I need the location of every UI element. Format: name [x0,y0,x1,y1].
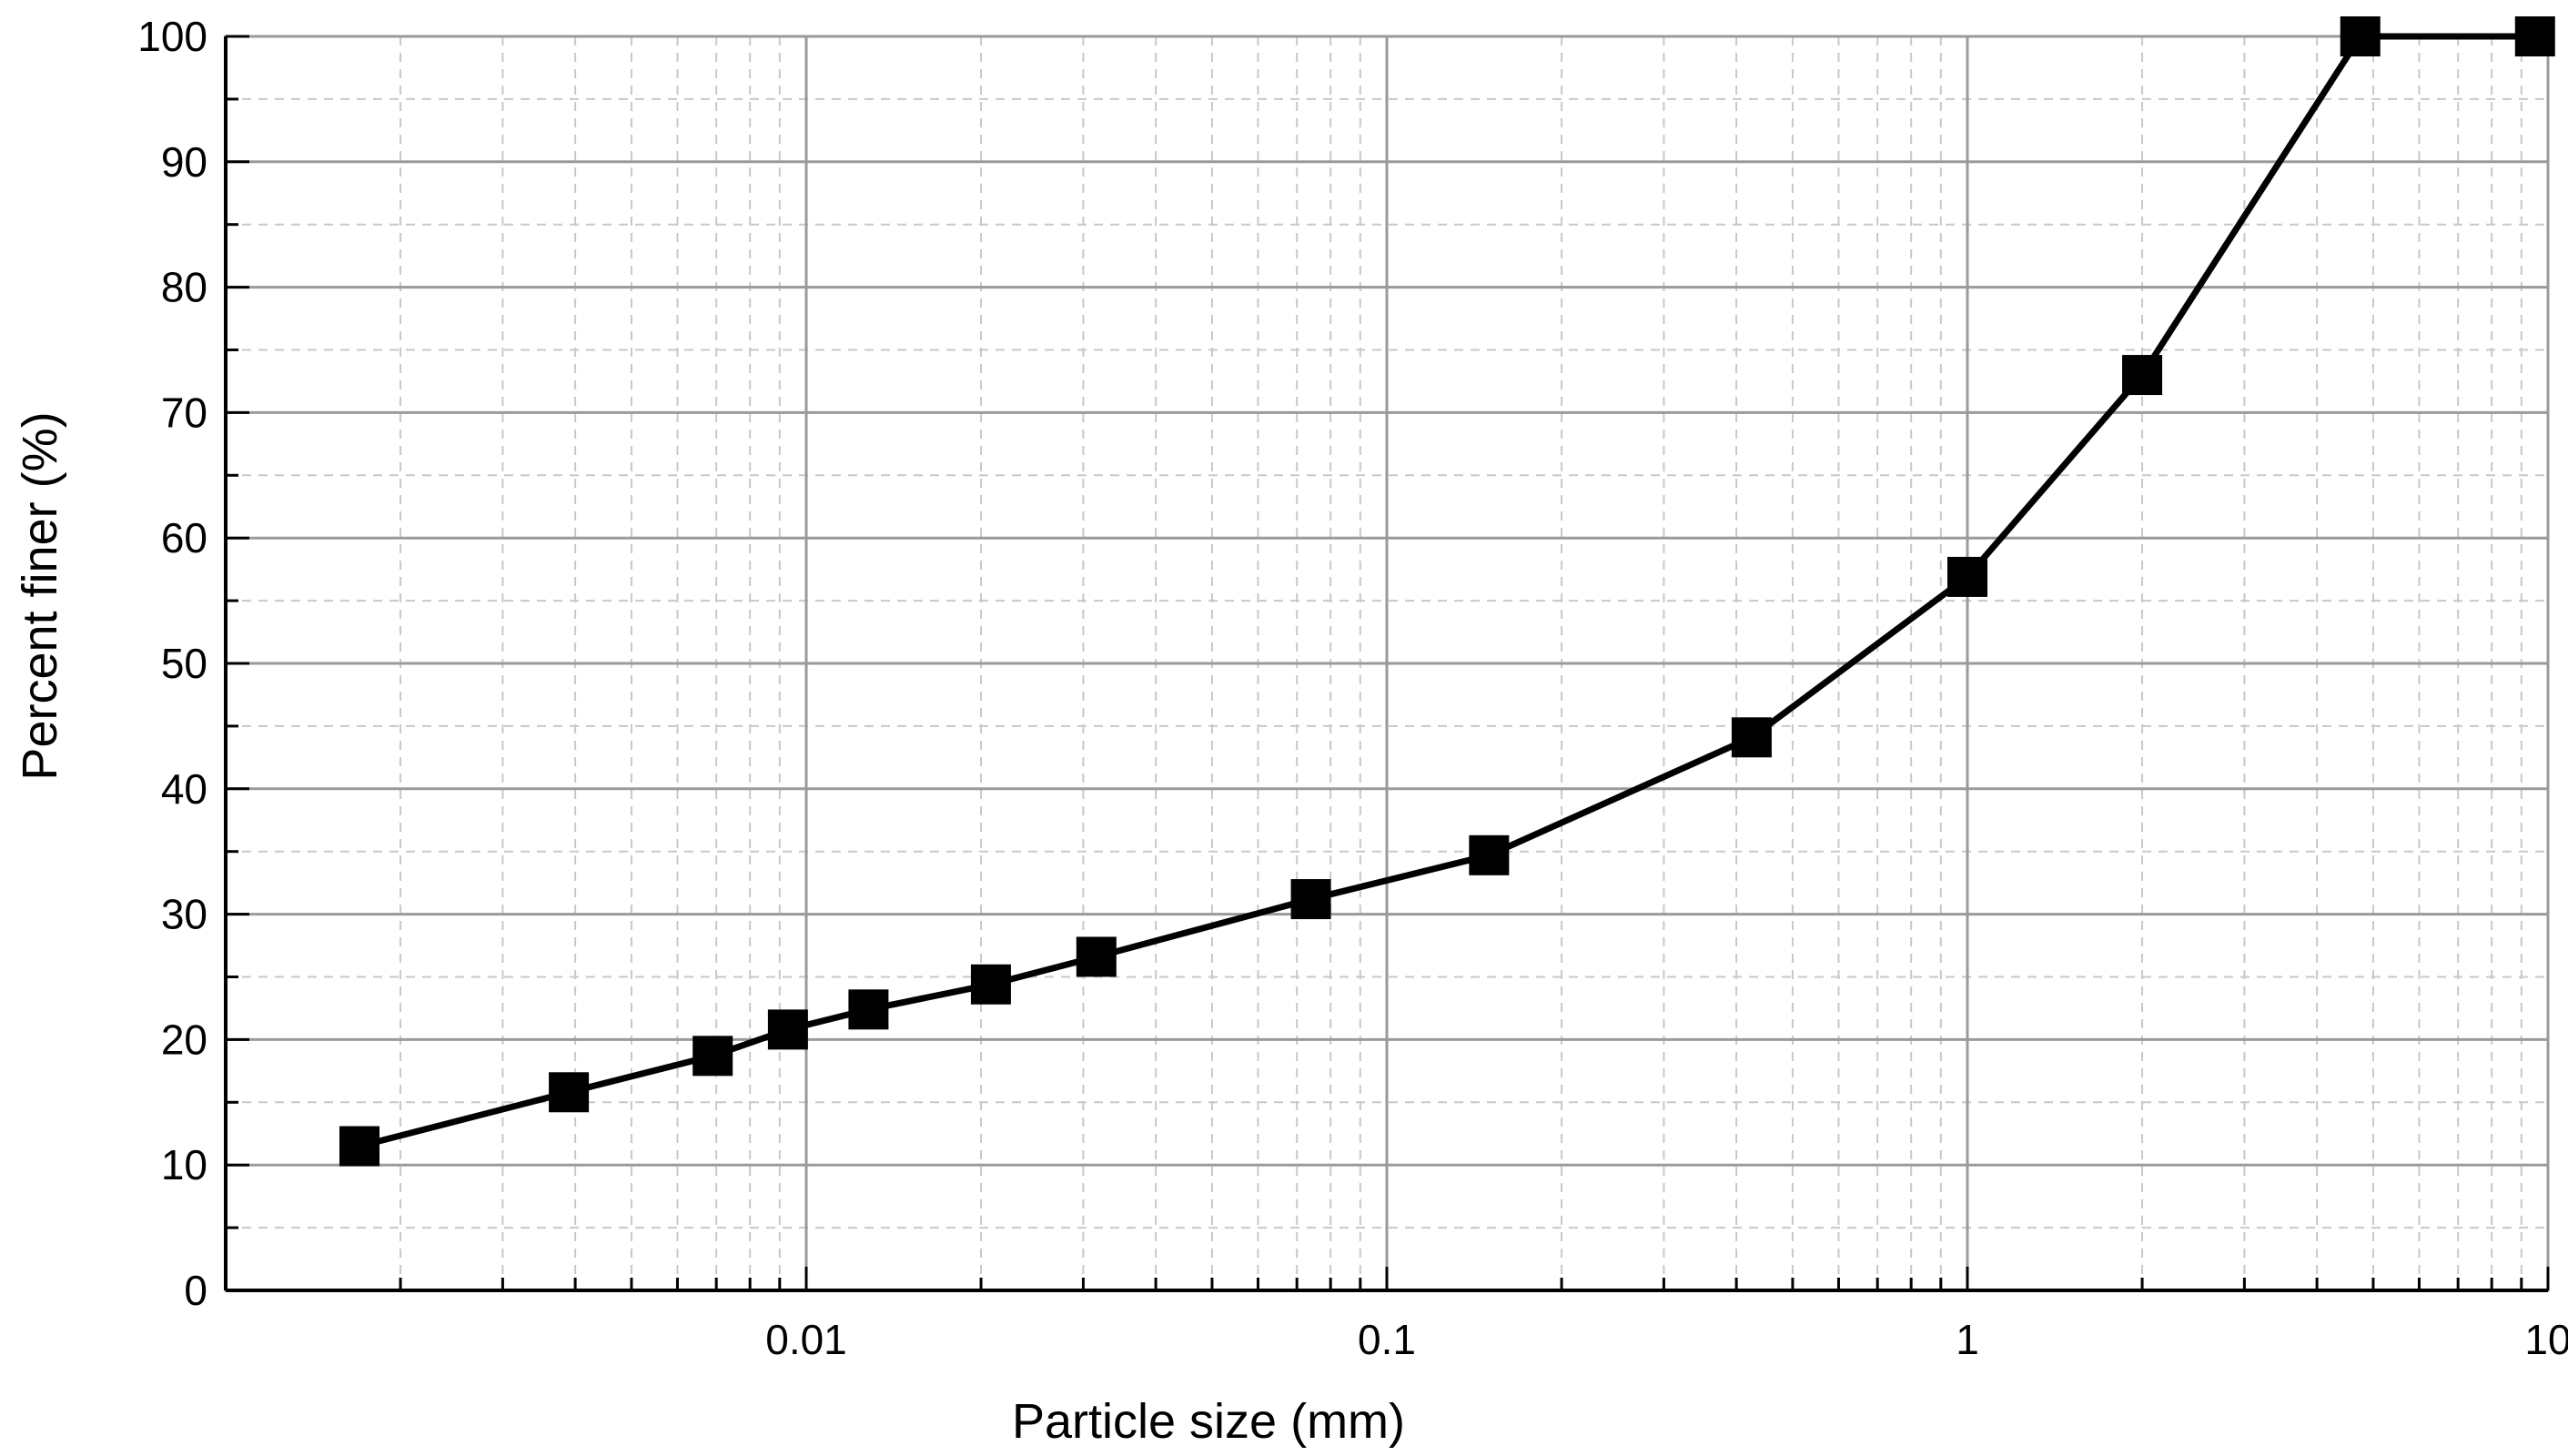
data-point-marker [1469,834,1510,875]
data-point-marker [2122,355,2163,396]
series-line [359,33,2535,1149]
data-point-marker [1076,936,1117,977]
y-tick-label: 100 [137,13,207,60]
y-tick-label: 60 [161,514,207,561]
data-point-marker [693,1036,733,1077]
major-gridlines [226,36,2548,1290]
y-tick-label: 0 [184,1267,207,1314]
x-axis-title: Particle size (mm) [1012,1394,1405,1449]
data-series [339,16,2555,1167]
data-point-marker [549,1072,590,1113]
y-tick-label: 80 [161,264,207,311]
x-tick-label: 0.01 [765,1316,847,1363]
y-axis-title: Percent finer (%) [13,411,67,780]
y-tick-label: 40 [161,765,207,813]
y-tick-label: 50 [161,640,207,687]
y-tick-label: 20 [161,1016,207,1063]
data-point-marker [1290,879,1331,920]
data-point-marker [2340,16,2381,56]
data-point-marker [767,1009,808,1050]
y-tick-label: 10 [161,1141,207,1188]
data-point-marker [2514,16,2555,56]
data-point-marker [848,989,889,1030]
data-point-marker [1947,556,1987,597]
data-point-marker [1731,717,1772,758]
y-tick-label: 90 [161,138,207,186]
y-tick-label: 30 [161,891,207,938]
x-tick-label: 0.1 [1358,1316,1416,1363]
data-point-marker [339,1126,380,1167]
y-tick-label: 70 [161,389,207,436]
x-tick-label: 10 [2524,1316,2568,1363]
x-tick-label: 1 [1956,1316,1979,1363]
axis-ticks [226,35,2550,1292]
data-point-marker [970,964,1011,1005]
